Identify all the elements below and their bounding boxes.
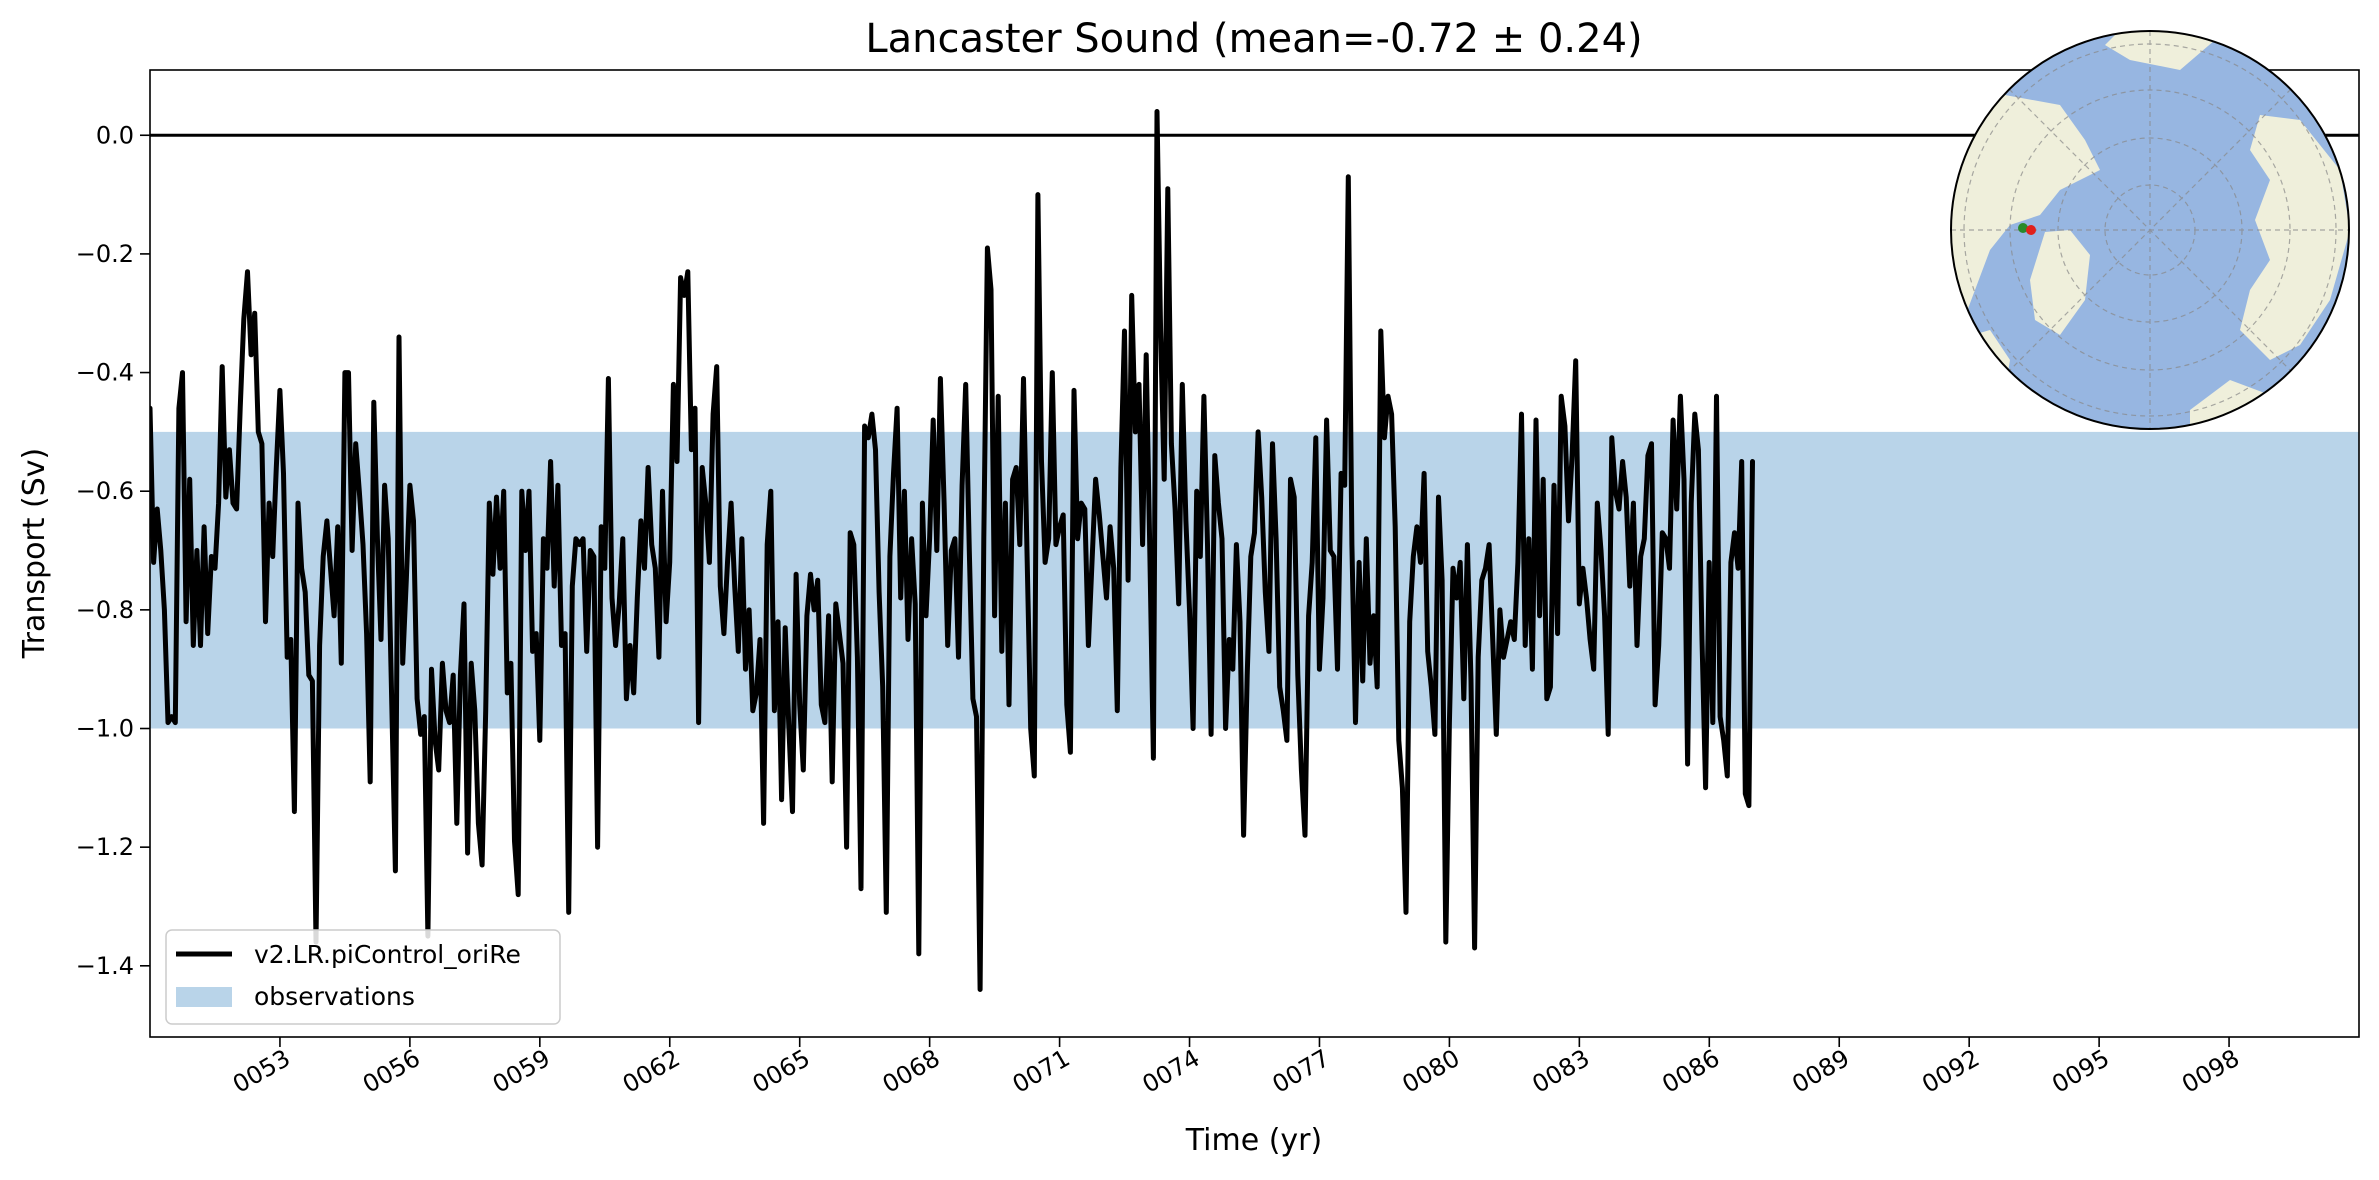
- y-tick-label: −0.2: [76, 240, 134, 268]
- y-tick-label: 0.0: [96, 121, 134, 149]
- y-tick-label: −1.0: [76, 715, 134, 743]
- plot-frame: [149, 69, 2360, 1038]
- x-axis-label: Time (yr): [1185, 1123, 1322, 1158]
- map-graticule: [1951, 31, 2349, 429]
- map-marker-green: [2018, 223, 2028, 233]
- map-land-north-america: [1951, 95, 2100, 330]
- series-line-v2-lr-picontrol-orire: [150, 109, 1755, 992]
- chart-title: Lancaster Sound (mean=-0.72 ± 0.24): [865, 16, 1642, 62]
- legend: v2.LR.piControl_oriRe observations: [165, 929, 561, 1025]
- legend-label-observations: observations: [254, 982, 415, 1011]
- y-axis-ticks: 0.0 −0.2 −0.4 −0.6 −0.8 −1.0 −1.2 −1.4: [76, 121, 150, 980]
- y-tick-label: −1.2: [76, 833, 134, 861]
- legend-box: [165, 929, 561, 1025]
- y-axis-label: Transport (Sv): [17, 448, 52, 660]
- map-land-eurasia: [2240, 115, 2349, 360]
- map-marker-red: [2026, 225, 2036, 235]
- map-outline: [1950, 30, 2350, 430]
- legend-label-series: v2.LR.piControl_oriRe: [254, 940, 521, 969]
- map-land-greenland: [2030, 230, 2090, 335]
- legend-patch-swatch: [176, 987, 232, 1007]
- y-tick-label: −0.8: [76, 596, 134, 624]
- y-tick-label: −1.4: [76, 952, 134, 980]
- y-tick-label: −0.6: [76, 477, 134, 505]
- inset-polar-map: [1950, 30, 2350, 430]
- y-tick-label: −0.4: [76, 359, 134, 387]
